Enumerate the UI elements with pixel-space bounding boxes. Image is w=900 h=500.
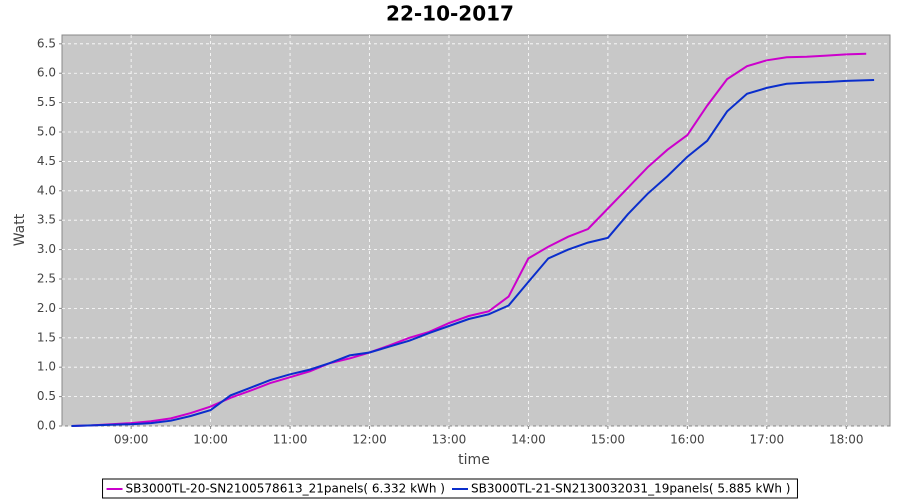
legend: SB3000TL-20-SN2100578613_21panels( 6.332… [102,478,798,499]
legend-label: SB3000TL-20-SN2100578613_21panels( 6.332… [126,482,445,496]
y-tick-label: 0.0 [37,419,56,433]
y-tick-label: 5.0 [37,125,56,139]
x-tick-label: 18:00 [829,433,864,447]
y-tick-label: 3.5 [37,213,56,227]
x-axis-label: time [458,452,490,468]
y-tick-label: 4.0 [37,183,56,197]
series-line [71,52,867,427]
grid [62,35,890,427]
legend-label: SB3000TL-21-SN2130032031_19panels( 5.885… [471,482,790,496]
legend-box [102,478,798,499]
x-tick-label: 10:00 [193,433,228,447]
x-tick-label: 14:00 [511,433,546,447]
lines [71,52,875,427]
x-tick-label: 12:00 [352,433,387,447]
plot-area [61,34,891,427]
chart-title: 22-10-2017 [386,2,514,26]
y-tick-label: 6.0 [37,66,56,80]
y-tick-label: 3.0 [37,242,56,256]
y-tick-label: 2.0 [37,301,56,315]
x-tick-label: 13:00 [432,433,467,447]
x-tick-label: 15:00 [591,433,626,447]
x-tick-label: 17:00 [750,433,785,447]
x-tick-label: 16:00 [670,433,705,447]
x-tick-label: 09:00 [114,433,149,447]
y-tick-label: 0.5 [37,389,56,403]
y-axis-label: Watt [12,213,28,246]
y-tick-label: 1.5 [37,330,56,344]
y-tick-label: 1.0 [37,360,56,374]
y-tick-label: 5.5 [37,95,56,109]
y-tick-label: 6.5 [37,36,56,50]
x-tick-label: 11:00 [273,433,308,447]
series-line [71,79,875,427]
y-tick-label: 2.5 [37,272,56,286]
y-tick-label: 4.5 [37,154,56,168]
